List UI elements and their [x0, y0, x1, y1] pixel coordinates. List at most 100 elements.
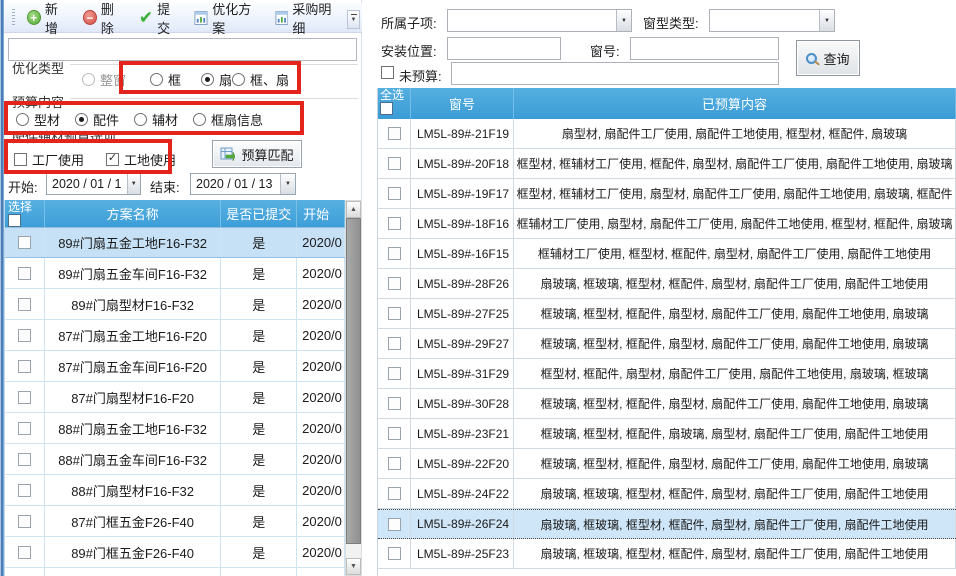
row-checkbox[interactable]: [387, 307, 401, 320]
scrollbar-thumb[interactable]: [346, 218, 361, 544]
table-row[interactable]: 88#门框五金F21-F40 是 2020/0: [5, 568, 345, 576]
window-type-combobox[interactable]: ▼: [709, 9, 835, 32]
table-row[interactable]: LM5L-89#-27F25 框玻璃, 框型材, 框配件, 扇型材, 扇配件工厂…: [378, 299, 956, 329]
install-position-input[interactable]: [447, 37, 561, 60]
chevron-down-icon[interactable]: ▼: [616, 10, 631, 31]
budgeted-content-header[interactable]: 已预算内容: [514, 88, 956, 119]
row-checkbox[interactable]: [17, 483, 31, 497]
chevron-down-icon[interactable]: ▼: [280, 174, 295, 194]
radio-option[interactable]: 框: [150, 70, 181, 89]
table-row[interactable]: LM5L-89#-23F21 框玻璃, 框型材, 框配件, 扇玻璃, 扇型材, …: [378, 419, 956, 449]
table-row[interactable]: 87#门扇五金工地F16-F20 是 2020/0: [5, 320, 345, 351]
end-date-picker[interactable]: 2020 / 01 / 13 ▼: [190, 173, 296, 195]
table-row[interactable]: 89#门扇型材F16-F32 是 2020/0: [5, 289, 345, 320]
window-no-header[interactable]: 窗号: [411, 88, 514, 119]
no-budget-input[interactable]: [451, 62, 779, 85]
table-row[interactable]: 87#门扇五金车间F16-F20 是 2020/0: [5, 351, 345, 382]
row-checkbox[interactable]: [387, 487, 401, 500]
table-row[interactable]: LM5L-89#-16F15 框辅材工厂使用, 框型材, 框配件, 扇型材, 扇…: [378, 239, 956, 269]
checkbox-icon[interactable]: [106, 152, 120, 166]
table-row[interactable]: 89#门扇五金车间F16-F32 是 2020/0: [5, 258, 345, 289]
scroll-down-button[interactable]: ▼: [346, 558, 361, 575]
chevron-down-icon[interactable]: ▼: [819, 10, 834, 31]
table-row[interactable]: LM5L-89#-26F24 扇玻璃, 框玻璃, 框型材, 框配件, 扇型材, …: [378, 509, 956, 539]
row-checkbox[interactable]: [387, 517, 401, 531]
table-row[interactable]: LM5L-89#-24F22 扇玻璃, 框玻璃, 框型材, 框配件, 扇型材, …: [378, 479, 956, 509]
radio-option[interactable]: 扇: [201, 70, 232, 89]
row-checkbox[interactable]: [17, 421, 31, 435]
purchase-detail-button[interactable]: 采购明细 ▼: [273, 0, 356, 39]
radio-icon[interactable]: [150, 72, 164, 86]
row-checkbox[interactable]: [17, 514, 31, 528]
row-checkbox[interactable]: [387, 457, 401, 470]
table-row[interactable]: LM5L-89#-21F19 扇型材, 扇配件工厂使用, 扇配件工地使用, 框型…: [378, 119, 956, 149]
radio-option[interactable]: 整窗: [82, 70, 126, 89]
table-row[interactable]: 88#门扇五金工地F16-F32 是 2020/0: [5, 413, 345, 444]
table-row[interactable]: LM5L-89#-20F18 框型材, 框辅材工厂使用, 框配件, 扇型材, 扇…: [378, 149, 956, 179]
start-header[interactable]: 开始: [297, 200, 345, 227]
row-checkbox[interactable]: [17, 390, 31, 404]
row-checkbox[interactable]: [387, 427, 401, 440]
table-row[interactable]: LM5L-89#-30F28 框玻璃, 框型材, 框配件, 扇型材, 扇配件工厂…: [378, 389, 956, 419]
table-row[interactable]: 88#门扇五金车间F16-F32 是 2020/0: [5, 444, 345, 475]
row-checkbox[interactable]: [387, 397, 401, 410]
row-checkbox[interactable]: [387, 277, 401, 290]
radio-icon[interactable]: [82, 72, 95, 86]
no-budget-checkbox[interactable]: [381, 66, 394, 79]
radio-icon[interactable]: [201, 72, 215, 86]
radio-icon[interactable]: [16, 112, 29, 126]
add-button[interactable]: + 新增: [25, 0, 71, 39]
start-date-picker[interactable]: 2020 / 01 / 1 ▼: [46, 173, 141, 195]
row-checkbox[interactable]: [17, 297, 31, 311]
radio-option[interactable]: 框扇信息: [193, 110, 263, 129]
radio-option[interactable]: 框、扇: [232, 70, 289, 89]
row-checkbox[interactable]: [387, 247, 401, 260]
checkbox-option[interactable]: 工地使用: [106, 150, 176, 169]
radio-icon[interactable]: [75, 112, 89, 126]
submitted-header[interactable]: 是否已提交: [221, 200, 298, 227]
checkbox-option[interactable]: 工厂使用: [14, 150, 84, 169]
row-checkbox[interactable]: [17, 328, 31, 342]
row-checkbox[interactable]: [387, 127, 401, 140]
table-row[interactable]: LM5L-89#-25F23 扇玻璃, 框玻璃, 框型材, 框配件, 扇型材, …: [378, 539, 956, 569]
toolbar-grip[interactable]: [12, 8, 15, 27]
radio-icon[interactable]: [193, 112, 207, 126]
table-row[interactable]: LM5L-89#-28F26 扇玻璃, 框玻璃, 框型材, 框配件, 扇型材, …: [378, 269, 956, 299]
row-checkbox[interactable]: [17, 359, 31, 373]
delete-button[interactable]: − 删除: [81, 0, 127, 39]
row-checkbox[interactable]: [17, 266, 31, 280]
row-checkbox[interactable]: [387, 367, 401, 380]
query-button[interactable]: 查询: [796, 40, 860, 76]
row-checkbox[interactable]: [17, 452, 31, 466]
row-checkbox[interactable]: [387, 157, 401, 170]
radio-option[interactable]: 型材: [16, 110, 60, 129]
checkbox-icon[interactable]: [14, 152, 27, 166]
submit-button[interactable]: ✔ 提交: [137, 0, 182, 39]
radio-icon[interactable]: [134, 112, 148, 126]
toolbar-overflow-button[interactable]: ▼: [347, 10, 360, 29]
plan-name-header[interactable]: 方案名称: [45, 200, 222, 227]
row-checkbox[interactable]: [387, 337, 401, 350]
table-row[interactable]: 88#门扇型材F16-F32 是 2020/0: [5, 475, 345, 506]
budget-match-button[interactable]: 预算匹配: [212, 140, 302, 168]
optimize-plan-button[interactable]: 优化方案: [192, 0, 262, 39]
row-checkbox[interactable]: [17, 545, 31, 559]
select-all-checkbox[interactable]: [8, 213, 21, 227]
table-row[interactable]: 87#门框五金F26-F40 是 2020/0: [5, 506, 345, 537]
table-row[interactable]: LM5L-89#-19F17 框型材, 框辅材工厂使用, 扇型材, 扇配件工厂使…: [378, 179, 956, 209]
radio-option[interactable]: 配件: [75, 110, 119, 129]
table-row[interactable]: LM5L-89#-18F16 框辅材工厂使用, 扇型材, 扇配件工厂使用, 扇配…: [378, 209, 956, 239]
scroll-up-button[interactable]: ▲: [346, 201, 361, 218]
window-no-input[interactable]: [630, 37, 779, 60]
row-checkbox[interactable]: [387, 547, 401, 560]
sub-item-combobox[interactable]: ▼: [447, 9, 632, 32]
table-row[interactable]: LM5L-89#-31F29 框型材, 框配件, 扇型材, 扇配件工厂使用, 扇…: [378, 359, 956, 389]
radio-option[interactable]: 辅材: [134, 110, 178, 129]
table-row[interactable]: LM5L-89#-22F20 框玻璃, 框型材, 框配件, 扇型材, 扇配件工厂…: [378, 449, 956, 479]
radio-icon[interactable]: [232, 72, 246, 86]
row-checkbox[interactable]: [387, 217, 401, 230]
row-checkbox[interactable]: [17, 236, 31, 249]
plan-filter-input[interactable]: [8, 38, 357, 61]
chevron-down-icon[interactable]: ▼: [126, 174, 140, 194]
table-row[interactable]: 89#门扇五金工地F16-F32 是 2020/0: [5, 227, 345, 258]
